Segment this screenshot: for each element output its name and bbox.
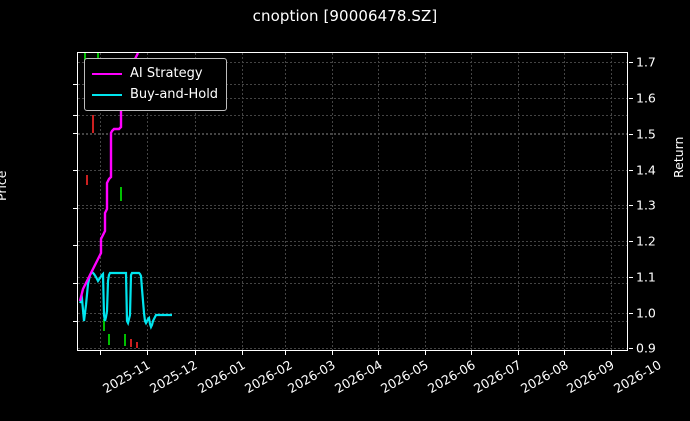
y-tick-mark-right [629, 277, 633, 278]
y-tick-right: 1.5 [636, 126, 656, 142]
y-tick-right: 1.2 [636, 233, 656, 249]
gridlines-vertical [100, 53, 612, 350]
x-tick-label: 2026-08 [517, 357, 571, 397]
x-tick-mark [425, 351, 426, 355]
x-tick-label: 2026-06 [424, 357, 478, 397]
y-tick-right: 1.4 [636, 162, 656, 178]
y-tick-right: 1.3 [636, 197, 656, 213]
legend-item-ai-strategy: AI Strategy [92, 63, 218, 84]
x-tick-label: 2025-12 [146, 357, 200, 397]
y-tick-mark-right [629, 313, 633, 314]
y-tick-right: 1.1 [636, 269, 656, 285]
x-tick-label: 2026-09 [563, 357, 617, 397]
y-tick-right: 1.7 [636, 54, 656, 70]
y-tick-mark [73, 115, 77, 116]
y-axis-label-left: Price [0, 170, 9, 202]
x-tick-label: 2026-05 [377, 357, 431, 397]
x-tick-mark [195, 351, 196, 355]
y-tick-mark [73, 170, 77, 171]
gridlines-horizontal-right [78, 62, 627, 349]
x-tick-mark [100, 351, 101, 355]
x-tick-label: 2025-11 [99, 357, 153, 397]
y-tick-right: 1.6 [636, 90, 656, 106]
y-tick-mark [73, 208, 77, 209]
y-tick-mark-right [629, 241, 633, 242]
legend-item-buy-and-hold: Buy-and-Hold [92, 84, 218, 105]
x-tick-mark [332, 351, 333, 355]
x-tick-label: 2026-10 [610, 357, 664, 397]
legend-swatch-ai-strategy [92, 72, 122, 75]
y-tick-mark [73, 84, 77, 85]
y-tick-right: 1.0 [636, 305, 656, 321]
y-tick-mark-right [629, 348, 633, 349]
legend-label-ai-strategy: AI Strategy [130, 66, 203, 81]
plot-area [77, 52, 628, 351]
legend-label-buy-and-hold: Buy-and-Hold [130, 87, 219, 102]
x-tick-mark [242, 351, 243, 355]
y-tick-mark-right [629, 205, 633, 206]
y-tick-mark [73, 133, 77, 134]
y-tick-mark-right [629, 98, 633, 99]
x-tick-label: 2026-04 [331, 357, 385, 397]
y-tick-right: 0.9 [636, 340, 656, 356]
y-tick-mark-right [629, 170, 633, 171]
x-tick-mark [147, 351, 148, 355]
x-tick-label: 2026-01 [194, 357, 248, 397]
x-tick-label: 2026-07 [470, 357, 524, 397]
y-tick-mark-right [629, 62, 633, 63]
x-tick-label: 2026-03 [284, 357, 338, 397]
x-tick-mark [518, 351, 519, 355]
y-tick-mark-right [629, 134, 633, 135]
x-tick-mark [285, 351, 286, 355]
series-line-buy-and-hold [79, 270, 172, 330]
gridlines-horizontal [78, 84, 627, 322]
y-tick-mark [73, 283, 77, 284]
x-tick-mark [611, 351, 612, 355]
x-tick-mark [471, 351, 472, 355]
chart-title: cnoption [90006478.SZ] [252, 7, 438, 25]
x-tick-mark [564, 351, 565, 355]
x-tick-label: 2026-02 [241, 357, 295, 397]
y-tick-mark [73, 321, 77, 322]
y-tick-mark [73, 245, 77, 246]
legend-swatch-buy-and-hold [92, 93, 122, 96]
chart-legend: AI Strategy Buy-and-Hold [84, 58, 228, 111]
x-tick-mark [378, 351, 379, 355]
